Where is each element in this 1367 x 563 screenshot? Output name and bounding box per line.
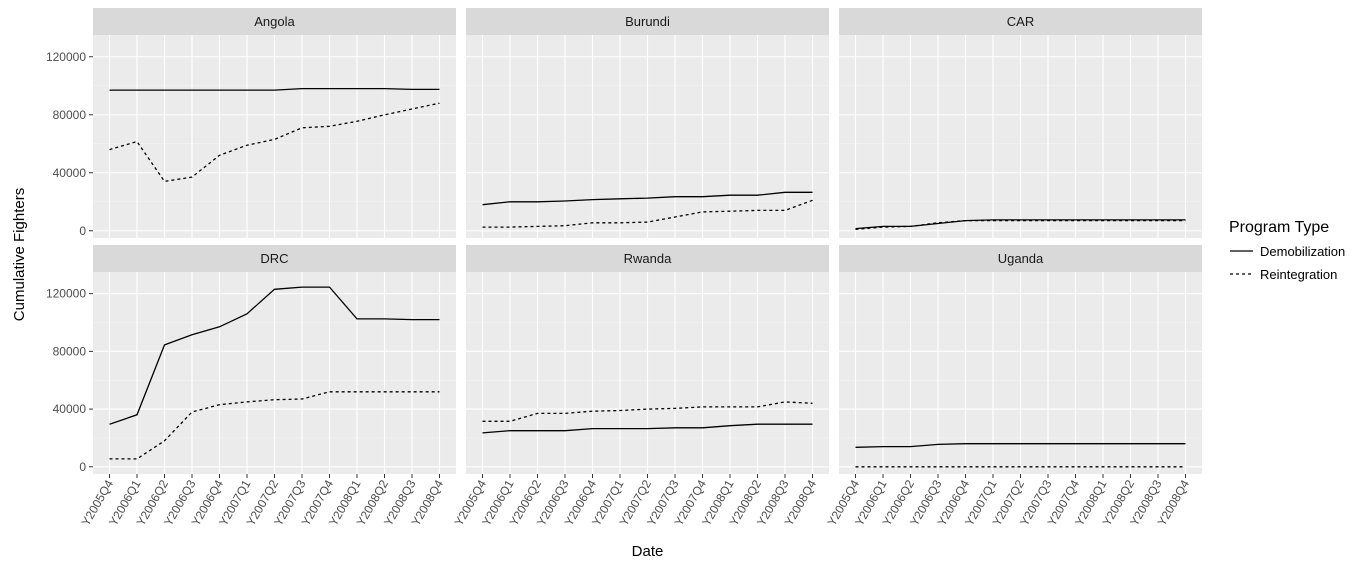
series-line-burundi-demobilization — [482, 191, 813, 206]
strip-label-rwanda: Rwanda — [624, 251, 672, 266]
x-axis-title: Date — [632, 543, 664, 560]
strip-label-uganda: Uganda — [998, 251, 1044, 266]
panel-rwanda: RwandaY2005Q4Y2006Q1Y2006Q2Y2006Q3Y2006Q… — [452, 245, 829, 528]
y-tick-label: 40000 — [53, 166, 87, 180]
strip-label-angola: Angola — [254, 14, 295, 29]
legend-entry-demobilization: Demobilization — [1230, 244, 1345, 259]
legend-entries: Demobilization Reintegration — [1230, 244, 1345, 282]
y-axis-title: Cumulative Fighters — [11, 188, 28, 321]
strip-car — [839, 8, 1202, 35]
strip-label-drc: DRC — [260, 251, 288, 266]
series-line-uganda-demobilization — [855, 443, 1186, 448]
legend-entry-reintegration: Reintegration — [1230, 267, 1337, 282]
legend: Program Type Demobilization Reintegration — [1229, 219, 1345, 282]
series-line-car-reintegration — [855, 219, 1186, 230]
y-tick-label: 40000 — [53, 402, 87, 416]
strip-rwanda — [466, 245, 829, 272]
series-line-burundi-reintegration — [482, 199, 813, 228]
strip-label-burundi: Burundi — [625, 14, 670, 29]
y-tick-label: 0 — [79, 460, 86, 474]
legend-title: Program Type — [1229, 219, 1329, 236]
panel-burundi: Burundi — [466, 8, 829, 238]
panel-car: CAR — [839, 8, 1202, 238]
y-tick-label: 80000 — [53, 108, 87, 122]
y-tick-label: 120000 — [46, 50, 86, 64]
series-line-rwanda-demobilization — [482, 423, 813, 434]
panel-uganda: UgandaY2005Q4Y2006Q1Y2006Q2Y2006Q3Y2006Q… — [825, 245, 1202, 528]
strip-angola — [93, 8, 456, 35]
strip-burundi — [466, 8, 829, 35]
y-tick-label: 80000 — [53, 344, 87, 358]
panels-group: Angola 0 40000 80000 120000 Burundi CAR DRC 0 400… — [46, 8, 1202, 528]
series-line-drc-reintegration — [109, 391, 440, 460]
panel-drc: DRC04000080000120000Y2005Q4Y2006Q1Y2006Q… — [46, 245, 456, 528]
strip-uganda — [839, 245, 1202, 272]
legend-label-demobilization: Demobilization — [1260, 244, 1345, 259]
strip-label-car: CAR — [1007, 14, 1034, 29]
legend-label-reintegration: Reintegration — [1260, 267, 1337, 282]
panel-angola: Angola 0 40000 80000 120000 — [46, 8, 456, 238]
y-tick-label: 0 — [79, 224, 86, 238]
y-tick-label: 120000 — [46, 287, 86, 301]
series-line-drc-demobilization — [109, 286, 440, 425]
series-line-angola-demobilization — [109, 87, 440, 91]
series-line-rwanda-reintegration — [482, 401, 813, 422]
strip-drc — [93, 245, 456, 272]
